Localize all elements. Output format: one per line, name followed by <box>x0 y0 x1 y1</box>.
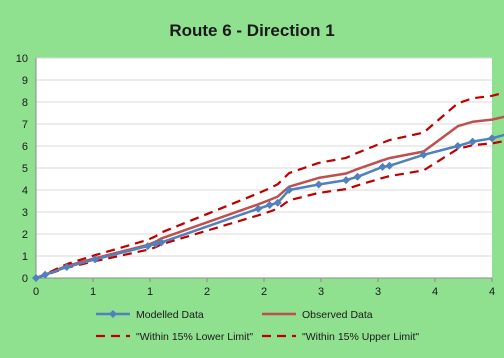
data-point <box>378 162 387 171</box>
data-point <box>385 161 394 170</box>
legend-marker <box>109 310 117 318</box>
x-tick-label: 1 <box>90 286 96 298</box>
data-point <box>342 176 351 185</box>
data-point <box>468 137 477 146</box>
data-point <box>265 200 274 209</box>
x-tick-label: 3 <box>375 286 381 298</box>
y-tick-label: 4 <box>22 185 28 197</box>
x-tick-label: 4 <box>489 286 495 298</box>
x-tick-label: 2 <box>204 286 210 298</box>
y-tick-label: 5 <box>22 163 28 175</box>
legend: Modelled Data Observed Data "Within 15% Lo… <box>96 309 419 343</box>
data-point <box>91 255 100 264</box>
x-tick-label: 3 <box>318 286 324 298</box>
data-point <box>143 242 152 251</box>
data-point <box>453 142 462 150</box>
x-tick-label: 4 <box>432 286 438 298</box>
legend-label-3: "Within 15% Upper Limit" <box>302 331 419 343</box>
data-point <box>353 172 362 181</box>
y-tick-label: 6 <box>22 141 28 153</box>
x-tick-label: 2 <box>261 286 267 298</box>
series-line-3 <box>35 91 504 280</box>
series-line-2 <box>35 139 504 280</box>
chart-title: Route 6 - Direction 1 <box>169 21 334 40</box>
plot-area: 0 1 2 3 4 5 6 7 8 9 10 0 1 1 2 2 3 3 4 4 <box>16 53 504 298</box>
legend-label-2: "Within 15% Lower Limit" <box>136 331 253 343</box>
data-point <box>62 263 71 271</box>
data-point <box>419 150 428 159</box>
y-tick-label: 2 <box>22 229 28 241</box>
x-tick-label: 0 <box>33 286 39 298</box>
data-point <box>157 238 166 247</box>
data-point <box>254 204 263 213</box>
y-tick-label: 9 <box>22 75 28 87</box>
data-point <box>151 239 160 248</box>
y-tick-label: 0 <box>22 273 28 285</box>
x-tick-label: 1 <box>147 286 153 298</box>
y-tick-label: 3 <box>22 207 28 219</box>
data-point <box>32 274 40 282</box>
data-point <box>314 180 323 189</box>
y-tick-label: 10 <box>16 53 28 65</box>
data-point <box>273 198 282 207</box>
legend-label-1: Observed Data <box>302 309 373 321</box>
y-tick-label: 7 <box>22 119 28 131</box>
legend-label-0: Modelled Data <box>136 309 204 321</box>
data-point <box>41 270 50 279</box>
y-tick-label: 1 <box>22 251 28 263</box>
y-tick-label: 8 <box>22 97 28 109</box>
data-point <box>285 186 294 194</box>
data-point <box>488 134 496 143</box>
